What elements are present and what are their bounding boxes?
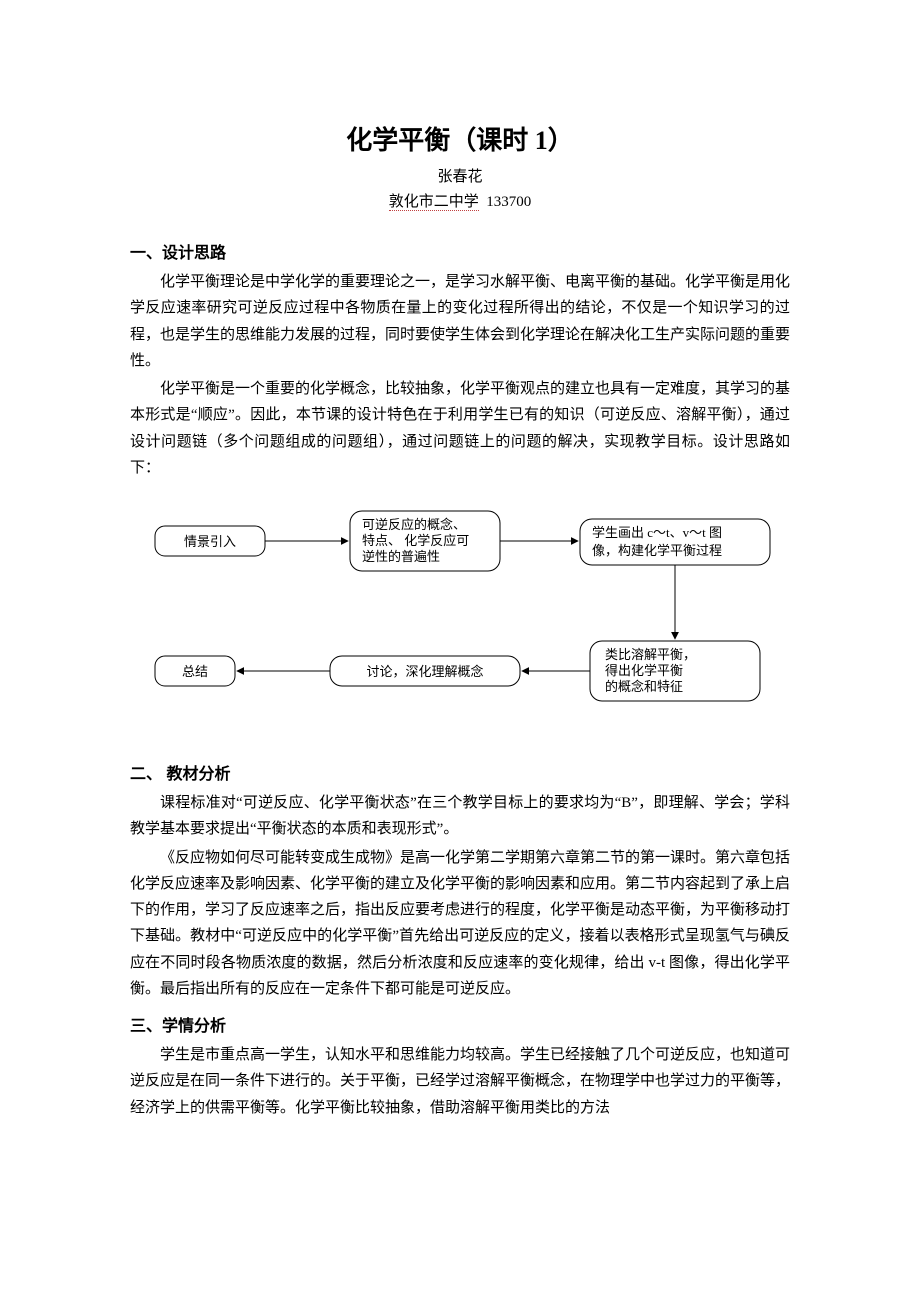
section1-para2: 化学平衡是一个重要的化学概念，比较抽象，化学平衡观点的建立也具有一定难度，其学习…: [130, 376, 790, 481]
node-concept-l1: 可逆反应的概念、: [362, 517, 466, 532]
node-discuss-label: 讨论，深化理解概念: [366, 664, 483, 679]
node-summary-label: 总结: [182, 664, 208, 679]
section-heading-3: 三、学情分析: [130, 1012, 790, 1036]
design-flow-diagram: 情景引入 可逆反应的概念、 特点、 化学反应可 逆性的普遍性 学生画出 c～t、…: [130, 501, 790, 731]
node-analogy-l3: 的概念和特征: [605, 679, 683, 694]
section3-para1: 学生是市重点高一学生，认知水平和思维能力均较高。学生已经接触了几个可逆反应，也知…: [130, 1042, 790, 1121]
node-analogy-l2: 得出化学平衡: [605, 663, 683, 678]
section1-para1: 化学平衡理论是中学化学的重要理论之一，是学习水解平衡、电离平衡的基础。化学平衡是…: [130, 269, 790, 374]
page-title: 化学平衡（课时 1）: [130, 120, 790, 157]
section2-para1: 课程标准对“可逆反应、化学平衡状态”在三个教学目标上的要求均为“B”，即理解、学…: [130, 790, 790, 843]
section-heading-1: 一、设计思路: [130, 239, 790, 263]
section-heading-2: 二、 教材分析: [130, 760, 790, 784]
document-page: 化学平衡（课时 1） 张春花 敦化市二中学 133700 一、设计思路 化学平衡…: [0, 0, 920, 1302]
school-name: 敦化市二中学: [389, 194, 479, 211]
node-analogy-l1: 类比溶解平衡，: [605, 647, 696, 662]
node-graph-l1: 学生画出 c～t、v～t 图: [592, 525, 722, 540]
section2-para2: 《反应物如何尽可能转变成生成物》是高一化学第二学期第六章第二节的第一课时。第六章…: [130, 845, 790, 1003]
zip-code: 133700: [486, 194, 531, 210]
node-concept-l3: 逆性的普遍性: [362, 549, 440, 564]
author-name: 张春花: [130, 165, 790, 186]
affiliation: 敦化市二中学 133700: [130, 190, 790, 211]
node-graph-l2: 像，构建化学平衡过程: [592, 543, 722, 558]
node-concept-l2: 特点、 化学反应可: [362, 533, 469, 548]
node-intro-label: 情景引入: [184, 534, 236, 549]
